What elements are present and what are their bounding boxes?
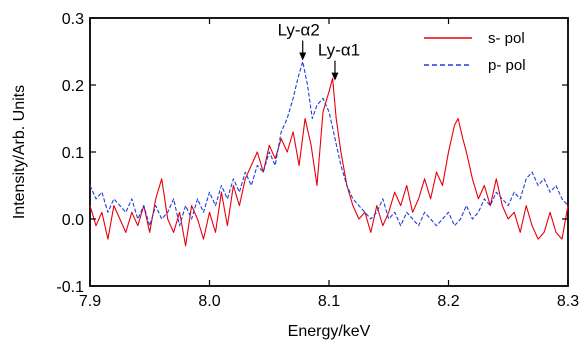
legend-label-s-pol: s- pol	[488, 30, 525, 47]
y-tick-label: 0.1	[62, 145, 84, 162]
x-axis-title: Energy/keV	[288, 323, 371, 340]
legend: s- pol p- pol	[424, 30, 526, 74]
annotation-arrow-head	[299, 52, 307, 61]
series-line-p-pol	[89, 61, 569, 227]
y-axis-title: Intensity/Arb. Units	[11, 85, 28, 219]
annotation-label: Ly-α2	[278, 21, 320, 40]
series-line-s-pol	[89, 77, 569, 247]
series-layer	[89, 61, 569, 247]
y-tick-label: 0.2	[62, 78, 84, 95]
x-tick-label: 8.1	[318, 293, 340, 310]
annotation-label: Ly-α1	[318, 41, 360, 60]
x-tick-label: 8.0	[198, 293, 220, 310]
x-tick-label: 7.9	[79, 293, 101, 310]
x-tick-label: 8.2	[437, 293, 459, 310]
y-tick-label: 0.0	[62, 212, 84, 229]
ticks-layer: 7.9 8.0 8.1 8.2 8.3 -0.1 0.0 0.1 0.2 0.3	[56, 11, 579, 310]
y-tick-label: 0.3	[62, 11, 84, 28]
legend-label-p-pol: p- pol	[488, 57, 526, 74]
annotation-arrow-head	[331, 72, 339, 81]
x-tick-label: 8.3	[557, 293, 579, 310]
y-tick-label: -0.1	[56, 279, 84, 296]
